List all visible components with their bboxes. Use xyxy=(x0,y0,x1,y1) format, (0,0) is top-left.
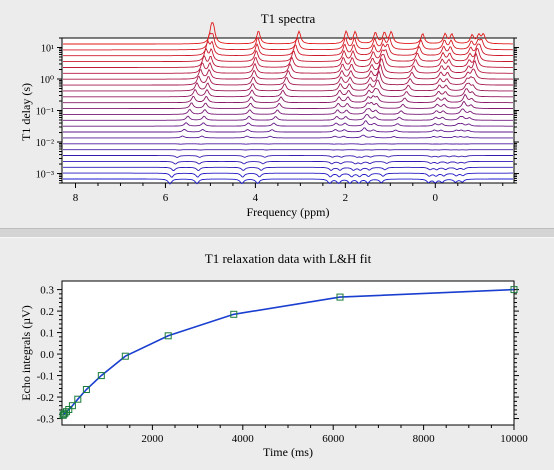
data-point-marker xyxy=(97,372,105,380)
spectrum-trace xyxy=(63,155,513,158)
spectrum-trace xyxy=(63,93,513,104)
spectrum-trace xyxy=(63,88,513,98)
spectrum-trace xyxy=(63,178,513,185)
spectrum-trace xyxy=(63,63,514,80)
relaxation-x-tick-label: 2000 xyxy=(141,433,164,445)
spectrum-trace xyxy=(63,70,513,86)
data-point-marker xyxy=(61,409,69,417)
data-point-marker xyxy=(510,286,518,294)
spectrum-trace xyxy=(63,32,514,51)
panel-splitter[interactable] xyxy=(0,228,554,238)
relaxation-y-tick-label: -0.2 xyxy=(37,392,54,404)
spectra-x-axis-label: Frequency (ppm) xyxy=(247,205,330,219)
spectrum-trace xyxy=(63,113,513,121)
data-point-marker xyxy=(82,386,90,393)
relaxation-x-tick-label: 6000 xyxy=(322,433,345,445)
relaxation-axes: 2000 4000 6000 8000 10000 -0.3 -0.2 -0.1 0.0 0.1 0… xyxy=(37,285,529,445)
spectra-x-tick-label: 0 xyxy=(433,192,439,204)
spectra-y-tick-label: 10⁻² xyxy=(36,138,54,149)
relaxation-y-tick-label: -0.1 xyxy=(37,371,54,383)
data-point-marker xyxy=(121,352,129,360)
relaxation-title: T1 relaxation data with L&H fit xyxy=(205,251,372,266)
spectrum-trace xyxy=(63,100,513,110)
relaxation-x-tick-label: 4000 xyxy=(232,433,255,445)
relaxation-y-tick-label: 0.1 xyxy=(40,328,54,340)
spectrum-trace xyxy=(63,172,513,178)
spectrum-trace xyxy=(63,79,513,92)
data-point-marker xyxy=(68,402,76,410)
spectra-x-tick-label: 6 xyxy=(163,192,169,204)
data-point-marker xyxy=(164,332,172,340)
spectrum-trace xyxy=(63,127,513,133)
spectra-plot-area xyxy=(61,37,515,184)
relaxation-x-axis-label: Time (ms) xyxy=(263,445,313,459)
spectra-x-tick-label: 2 xyxy=(343,192,349,204)
relaxation-x-tick-label: 10000 xyxy=(500,433,528,445)
spectra-y-tick-label: 10⁻³ xyxy=(36,170,54,181)
relaxation-plot-area xyxy=(61,280,515,426)
spectrum-trace xyxy=(63,52,513,68)
relaxation-y-tick-label: -0.3 xyxy=(37,414,55,426)
spectra-panel: T1 spectra Frequency (ppm) T1 delay (s) … xyxy=(0,0,554,228)
relaxation-y-tick-label: 0.2 xyxy=(40,306,54,318)
relaxation-chart: T1 relaxation data with L&H fit Time (ms… xyxy=(19,251,529,459)
spectra-y-axis-label: T1 delay (s) xyxy=(19,83,33,141)
spectrum-trace xyxy=(63,22,513,45)
spectra-x-tick-label: 4 xyxy=(253,192,259,204)
spectra-chart: T1 spectra Frequency (ppm) T1 delay (s) … xyxy=(19,11,519,219)
spectrum-trace xyxy=(63,47,513,63)
relaxation-panel: T1 relaxation data with L&H fit Time (ms… xyxy=(0,238,554,470)
spectrum-trace xyxy=(63,134,513,139)
relaxation-y-axis-label: Echo integrals (µV) xyxy=(19,305,33,401)
spectrum-trace xyxy=(63,108,513,115)
spectra-y-tick-label: 10⁻¹ xyxy=(36,107,54,118)
relaxation-y-tick-label: 0.3 xyxy=(40,285,54,297)
spectrum-trace xyxy=(63,160,513,165)
relaxation-series xyxy=(59,286,518,419)
data-point-marker xyxy=(336,293,344,301)
data-point-marker xyxy=(74,395,82,403)
spectra-x-tick-label: 8 xyxy=(73,192,79,204)
spectra-axes: 8 6 4 2 0 10⁻³ 10⁻² 10⁻¹ 10⁰ 10¹ xyxy=(36,37,519,204)
data-point-marker xyxy=(63,408,70,416)
data-point-marker xyxy=(65,406,73,413)
spectrum-trace xyxy=(63,166,513,172)
spectrum-trace xyxy=(63,143,513,145)
relaxation-y-tick-label: 0.0 xyxy=(40,349,54,361)
fit-line xyxy=(62,288,515,416)
data-point-marker xyxy=(230,310,238,318)
spectrum-trace xyxy=(63,58,513,74)
spectra-y-tick-label: 10¹ xyxy=(41,43,54,54)
spectra-y-tick-label: 10⁰ xyxy=(40,75,54,86)
spectra-traces xyxy=(63,22,514,185)
relaxation-x-tick-label: 8000 xyxy=(413,433,436,445)
spectrum-trace xyxy=(63,120,513,127)
spectrum-trace xyxy=(63,40,513,57)
spectra-title: T1 spectra xyxy=(261,11,316,26)
